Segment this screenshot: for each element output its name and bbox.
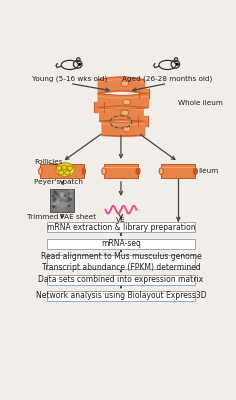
Ellipse shape [123,126,131,132]
Ellipse shape [59,170,64,175]
Circle shape [67,204,70,207]
Text: Network analysis using Biolayout Express3D: Network analysis using Biolayout Express… [36,292,206,300]
Bar [51,189,74,212]
Ellipse shape [136,168,140,175]
Ellipse shape [193,168,198,175]
Text: Read alignment to Mus musculus genome
Transcript abundance (FPKM) determined: Read alignment to Mus musculus genome Tr… [41,252,201,272]
Circle shape [67,199,70,202]
Circle shape [54,203,56,204]
Circle shape [69,198,72,201]
Circle shape [63,208,66,211]
Ellipse shape [62,165,67,170]
Polygon shape [40,164,84,178]
FancyBboxPatch shape [47,238,194,248]
Circle shape [55,192,58,196]
Circle shape [64,198,69,203]
Text: Data sets combined into expression matrix: Data sets combined into expression matri… [38,275,204,284]
Circle shape [69,193,73,197]
FancyBboxPatch shape [47,275,194,285]
Circle shape [68,196,71,198]
Circle shape [58,196,60,198]
Ellipse shape [39,168,42,175]
Circle shape [69,194,73,197]
Circle shape [52,194,55,198]
Ellipse shape [67,166,72,170]
Circle shape [64,199,67,201]
Text: Aged (26-28 months old): Aged (26-28 months old) [122,76,213,82]
Circle shape [57,208,59,210]
Text: Trimmed FAE sheet: Trimmed FAE sheet [27,214,97,220]
FancyBboxPatch shape [47,222,194,232]
Text: Follicles: Follicles [34,159,63,165]
Text: mRNA extraction & library preparation: mRNA extraction & library preparation [47,223,195,232]
Circle shape [52,205,55,208]
Ellipse shape [55,196,69,208]
Circle shape [65,198,68,200]
Text: VE: VE [116,217,126,223]
Ellipse shape [102,168,106,175]
Text: Peyer's patch: Peyer's patch [34,179,83,185]
Circle shape [57,201,59,204]
Ellipse shape [56,163,74,176]
Circle shape [177,64,178,65]
Ellipse shape [56,166,62,170]
Circle shape [52,203,55,206]
Circle shape [68,192,70,194]
Circle shape [60,196,62,198]
Circle shape [59,192,64,197]
Ellipse shape [65,170,70,175]
Circle shape [79,64,80,65]
Circle shape [68,189,73,194]
Text: Whole ileum: Whole ileum [178,100,223,106]
FancyBboxPatch shape [47,255,194,269]
Ellipse shape [82,168,85,175]
Ellipse shape [121,110,129,116]
Circle shape [64,196,67,200]
Text: Ileum: Ileum [198,168,219,174]
Circle shape [58,208,63,212]
Circle shape [59,197,64,202]
Circle shape [53,198,57,202]
Circle shape [52,204,55,208]
FancyBboxPatch shape [47,291,194,301]
Ellipse shape [123,100,131,105]
Text: mRNA-seq: mRNA-seq [101,239,141,248]
Ellipse shape [121,81,129,86]
Ellipse shape [159,168,163,175]
Circle shape [53,190,57,194]
Polygon shape [104,164,138,178]
Polygon shape [161,164,195,178]
Text: Young (5-16 wks old): Young (5-16 wks old) [32,76,107,82]
Circle shape [68,194,73,198]
Circle shape [64,194,67,197]
